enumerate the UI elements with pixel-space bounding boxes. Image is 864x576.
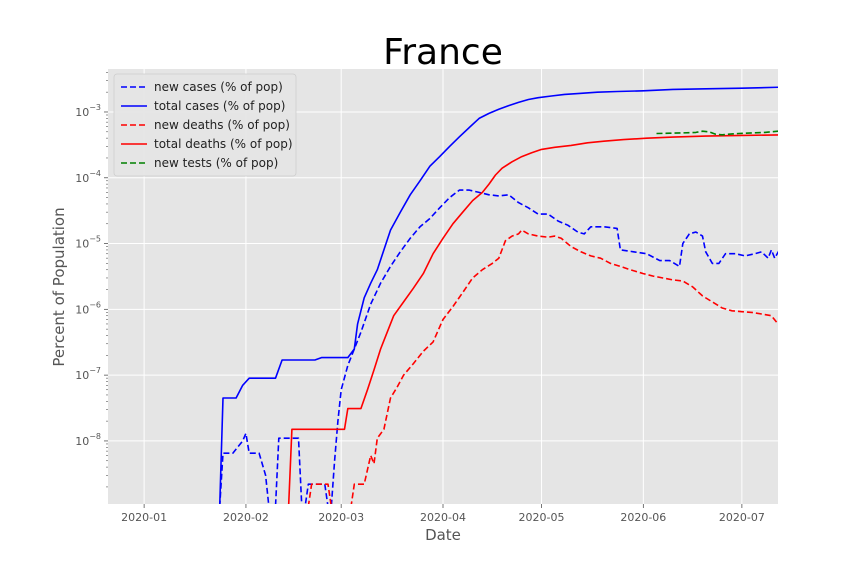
x-tick-label: 2020-01 (121, 511, 167, 524)
y-axis-title: Percent of Population (50, 207, 68, 366)
legend: new cases (% of pop) total cases (% of po… (113, 73, 297, 177)
legend-label: total cases (% of pop) (154, 99, 285, 113)
series-line (287, 134, 778, 504)
y-tick-label: 10−5 (75, 235, 101, 251)
x-tick-label: 2020-04 (420, 511, 466, 524)
series-layer (218, 86, 778, 504)
y-axis: 10−8 10−7 10−6 10−5 10−4 10−3 (75, 72, 108, 488)
y-tick-label: 10−6 (75, 300, 101, 316)
legend-box (113, 73, 297, 177)
series-line (307, 229, 778, 504)
legend-label: new tests (% of pop) (154, 156, 278, 170)
series-line (219, 189, 778, 504)
x-tick-label: 2020-07 (719, 511, 765, 524)
x-tick-label: 2020-02 (223, 511, 269, 524)
y-tick-label: 10−4 (75, 169, 101, 185)
legend-label: total deaths (% of pop) (154, 137, 293, 151)
series-line (218, 86, 778, 504)
x-tick-label: 2020-06 (620, 511, 666, 524)
x-tick-label: 2020-05 (519, 511, 565, 524)
legend-label: new cases (% of pop) (154, 80, 283, 94)
x-tick-label: 2020-03 (318, 511, 364, 524)
legend-label: new deaths (% of pop) (154, 118, 290, 132)
chart-title: France (383, 32, 503, 73)
x-axis: 2020-01 2020-02 2020-03 2020-04 2020-05 2020-… (121, 504, 765, 524)
y-tick-label: 10−8 (75, 432, 101, 448)
x-axis-title: Date (425, 526, 461, 544)
y-tick-label: 10−3 (75, 103, 101, 119)
y-tick-label: 10−7 (75, 366, 101, 382)
series-line (656, 130, 778, 136)
